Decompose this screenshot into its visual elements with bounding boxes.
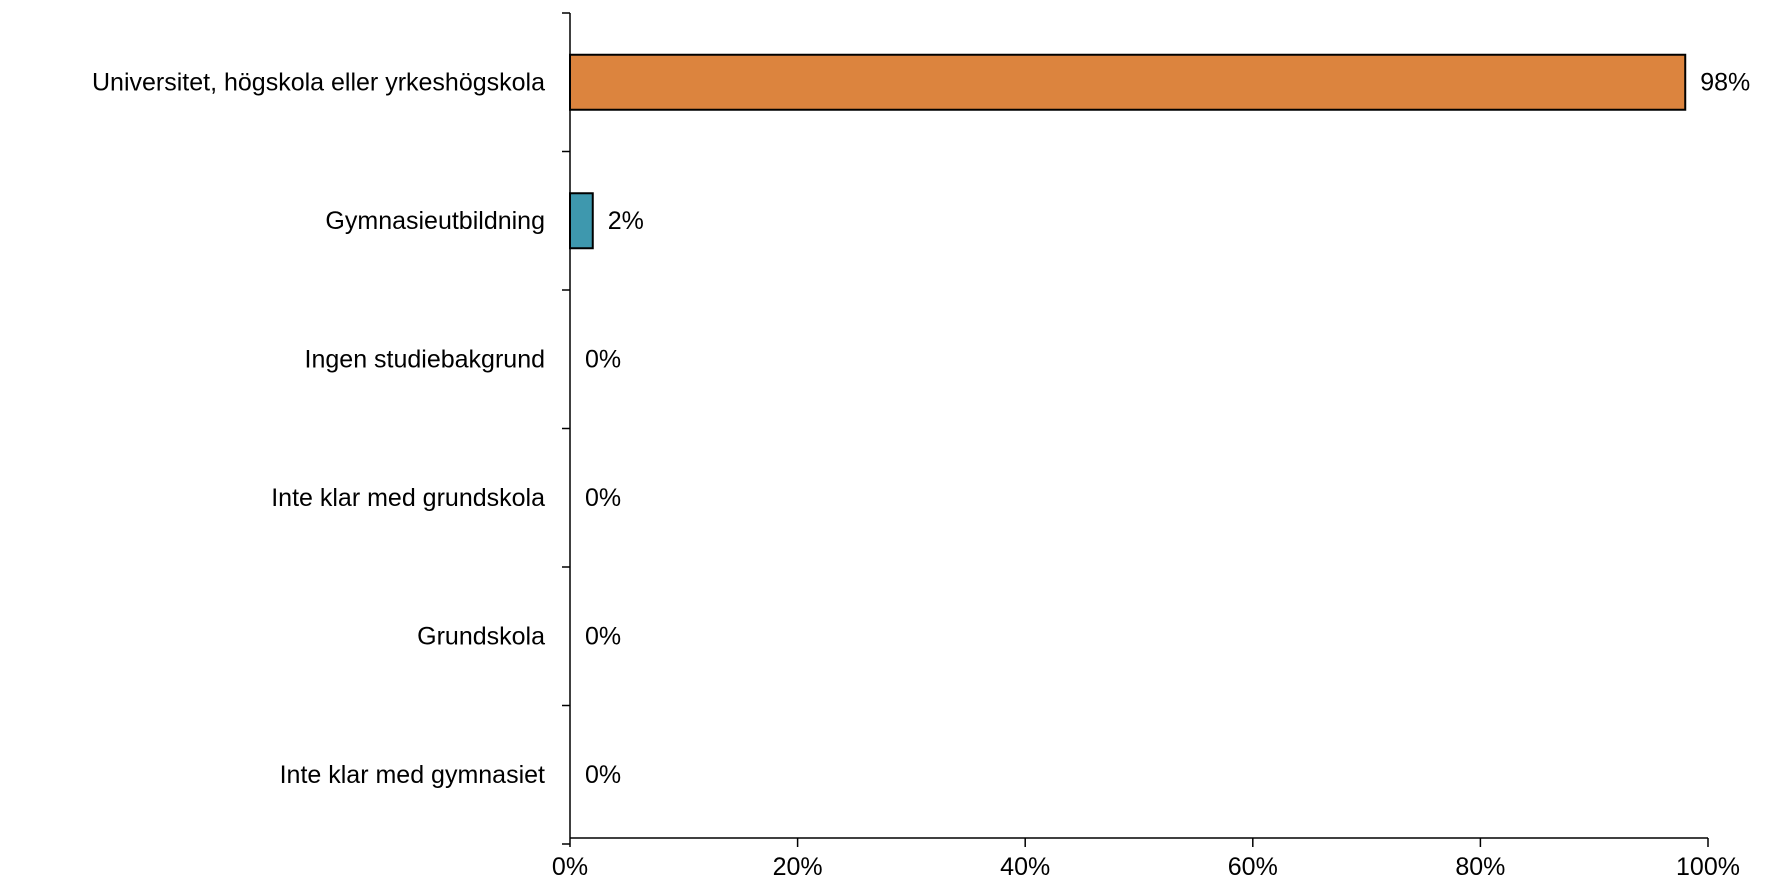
x-tick-label: 60%: [1228, 853, 1278, 881]
bar-group: [569, 53, 1687, 250]
x-tick-label: 40%: [1000, 853, 1050, 881]
category-label: Gymnasieutbildning: [325, 207, 545, 235]
bar: [569, 192, 594, 250]
category-label: Inte klar med grundskola: [271, 484, 545, 512]
data-label: 0%: [585, 761, 621, 789]
data-labels: 98% 2% 0% 0% 0% 0%: [585, 68, 1750, 789]
x-tick-label: 100%: [1676, 853, 1740, 881]
data-label: 0%: [585, 345, 621, 373]
y-axis-ticks: [562, 12, 570, 845]
x-tick-label: 20%: [773, 853, 823, 881]
bar: [569, 53, 1687, 111]
data-label: 98%: [1700, 68, 1750, 96]
data-label: 0%: [585, 484, 621, 512]
x-tick-labels: 0% 20% 40% 60% 80% 100%: [552, 853, 1740, 881]
x-tick-label: 0%: [552, 853, 588, 881]
x-tick-label: 80%: [1455, 853, 1505, 881]
category-label: Universitet, högskola eller yrkeshögskol…: [92, 68, 545, 96]
category-label: Grundskola: [417, 622, 545, 650]
x-axis-ticks: [569, 838, 1709, 847]
data-label: 2%: [608, 207, 644, 235]
category-labels: Universitet, högskola eller yrkeshögskol…: [92, 68, 545, 789]
data-label: 0%: [585, 622, 621, 650]
category-label: Ingen studiebakgrund: [305, 345, 545, 373]
category-label: Inte klar med gymnasiet: [280, 761, 545, 789]
